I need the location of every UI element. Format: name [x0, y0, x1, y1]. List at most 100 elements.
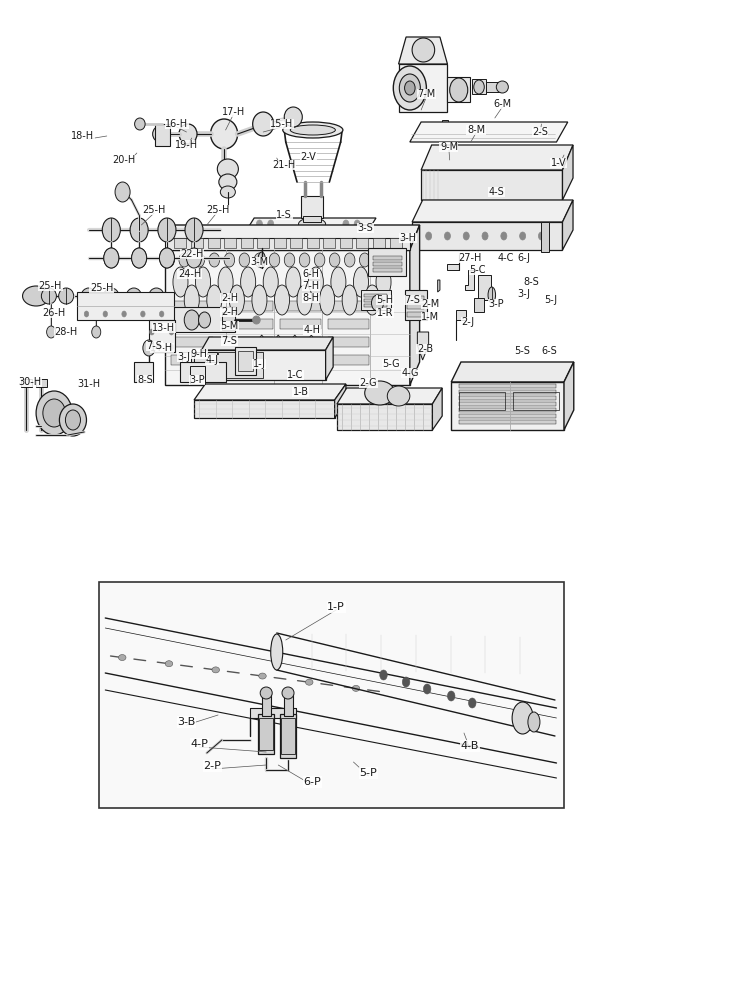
- Ellipse shape: [343, 220, 349, 228]
- Bar: [364, 299, 387, 302]
- Ellipse shape: [512, 702, 533, 734]
- Text: 3-J: 3-J: [517, 289, 530, 299]
- Ellipse shape: [130, 218, 148, 242]
- Ellipse shape: [184, 285, 199, 315]
- Ellipse shape: [488, 287, 496, 303]
- Bar: [474, 298, 484, 312]
- Ellipse shape: [132, 248, 147, 268]
- Text: 7-S: 7-S: [221, 336, 238, 346]
- Bar: [486, 82, 502, 92]
- Ellipse shape: [199, 312, 211, 328]
- Text: 3-J: 3-J: [177, 352, 191, 362]
- Ellipse shape: [185, 218, 203, 242]
- Text: 5-G: 5-G: [382, 359, 400, 369]
- Bar: [171, 355, 213, 365]
- Text: 5-M: 5-M: [220, 321, 238, 331]
- Ellipse shape: [253, 316, 260, 324]
- Bar: [149, 320, 175, 352]
- Text: 1-M: 1-M: [421, 312, 439, 322]
- Polygon shape: [451, 382, 564, 430]
- Bar: [459, 420, 556, 424]
- Bar: [459, 396, 556, 400]
- Bar: [238, 351, 253, 371]
- Bar: [513, 392, 559, 410]
- Ellipse shape: [271, 634, 283, 670]
- Ellipse shape: [238, 361, 244, 369]
- Ellipse shape: [305, 679, 313, 685]
- Bar: [328, 337, 369, 347]
- Ellipse shape: [538, 232, 544, 240]
- Ellipse shape: [426, 232, 432, 240]
- Ellipse shape: [179, 253, 190, 267]
- Ellipse shape: [59, 404, 86, 436]
- Ellipse shape: [165, 661, 173, 667]
- Bar: [364, 304, 387, 307]
- Bar: [364, 294, 387, 297]
- Bar: [459, 392, 505, 410]
- Bar: [407, 312, 424, 317]
- Bar: [390, 238, 402, 248]
- Text: 3-P: 3-P: [489, 299, 504, 309]
- Bar: [280, 301, 321, 311]
- Bar: [328, 301, 369, 311]
- Ellipse shape: [342, 285, 357, 315]
- Text: 2-V: 2-V: [301, 152, 316, 162]
- Ellipse shape: [263, 267, 278, 297]
- Ellipse shape: [207, 285, 222, 315]
- Bar: [472, 79, 486, 94]
- Text: 18-H: 18-H: [71, 131, 94, 141]
- Bar: [222, 312, 235, 330]
- Text: 4-P: 4-P: [190, 739, 208, 749]
- Text: 30-H: 30-H: [19, 377, 41, 387]
- Ellipse shape: [103, 311, 108, 317]
- Text: 9-H: 9-H: [191, 349, 208, 359]
- Text: 6-J: 6-J: [517, 253, 531, 263]
- Bar: [399, 64, 447, 112]
- Ellipse shape: [141, 311, 145, 317]
- Ellipse shape: [284, 253, 295, 267]
- Ellipse shape: [274, 285, 290, 315]
- Ellipse shape: [126, 288, 141, 304]
- Polygon shape: [410, 225, 420, 385]
- Ellipse shape: [158, 218, 176, 242]
- Polygon shape: [305, 335, 317, 352]
- Ellipse shape: [320, 285, 335, 315]
- Text: 6-H: 6-H: [302, 269, 319, 279]
- Bar: [284, 694, 293, 716]
- Ellipse shape: [229, 285, 244, 315]
- Text: 4-J: 4-J: [205, 355, 219, 365]
- Text: 2-P: 2-P: [203, 761, 221, 771]
- Ellipse shape: [284, 107, 302, 127]
- Ellipse shape: [153, 126, 168, 142]
- Text: 5-C: 5-C: [469, 265, 486, 275]
- Ellipse shape: [173, 267, 188, 297]
- Bar: [373, 262, 402, 266]
- Ellipse shape: [299, 253, 310, 267]
- Text: 24-H: 24-H: [178, 269, 201, 279]
- Text: 4-B: 4-B: [461, 741, 479, 751]
- Bar: [303, 216, 321, 222]
- Bar: [459, 414, 556, 418]
- Bar: [250, 708, 296, 718]
- Bar: [274, 238, 286, 248]
- Polygon shape: [410, 122, 568, 142]
- Text: 2-M: 2-M: [421, 299, 439, 309]
- Bar: [447, 77, 470, 102]
- Text: 27-H: 27-H: [458, 253, 482, 263]
- Text: 5-S: 5-S: [514, 346, 530, 356]
- Bar: [155, 124, 170, 146]
- Bar: [328, 355, 369, 365]
- Bar: [258, 714, 274, 754]
- Text: 1-V: 1-V: [551, 158, 566, 168]
- Ellipse shape: [268, 220, 274, 228]
- Ellipse shape: [92, 326, 101, 338]
- Bar: [257, 238, 269, 248]
- Polygon shape: [562, 200, 573, 250]
- Ellipse shape: [150, 344, 154, 350]
- Polygon shape: [438, 280, 440, 292]
- Bar: [182, 352, 191, 368]
- Ellipse shape: [258, 252, 265, 268]
- Text: 25-H: 25-H: [206, 205, 230, 215]
- Ellipse shape: [496, 81, 508, 93]
- Ellipse shape: [260, 687, 272, 699]
